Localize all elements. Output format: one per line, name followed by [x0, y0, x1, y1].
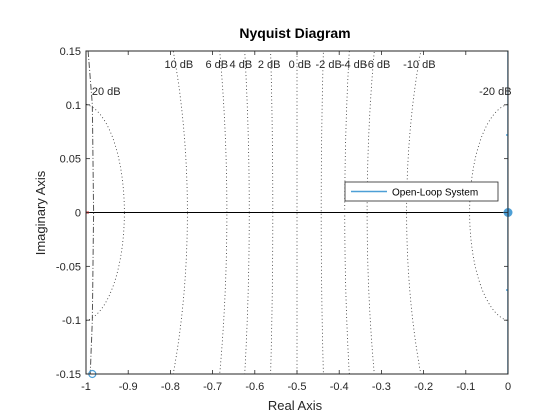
x-tick-label: -0.7 [203, 381, 222, 393]
x-tick-label: 0 [505, 381, 511, 393]
m-circle-label--10db: -10 dB [403, 59, 435, 71]
m-circle-label-0db: 0 dB [289, 59, 312, 71]
x-tick-label: -0.8 [161, 381, 180, 393]
legend-label: Open-Loop System [392, 188, 478, 199]
x-tick-label: -0.6 [245, 381, 264, 393]
legend-box [344, 181, 499, 202]
x-tick-label: -0.9 [119, 381, 138, 393]
legend: Open-Loop System [344, 181, 499, 202]
y-tick-label: -0.05 [56, 261, 81, 273]
x-tick-label: -0.4 [330, 381, 349, 393]
m-circle-label-20db: 20 dB [92, 86, 121, 98]
m-circle-label-6db: 6 dB [205, 59, 228, 71]
x-tick-label: -0.5 [288, 381, 307, 393]
y-axis-label: Imaginary Axis [33, 170, 48, 255]
m-circle-label--2db: -2 dB [316, 59, 342, 71]
m-circle-label-2db: 2 dB [258, 59, 281, 71]
y-tick-label: -0.1 [62, 315, 81, 327]
axes-layer: 20 dB 10 dB 6 dB 4 dB 2 dB 0 dB -2 dB -4 dB-6 d… [56, 46, 513, 393]
x-tick-label: -0.1 [456, 381, 475, 393]
y-tick-label: 0.05 [60, 154, 81, 166]
m-circle-label--20db: -20 dB [479, 86, 511, 98]
x-tick-label: -0.2 [414, 381, 433, 393]
dash-dot-curve [87, 51, 95, 374]
y-tick-label: 0 [75, 208, 81, 220]
m-circle-label--6db: -6 dB [364, 59, 390, 71]
m-circle-label--4db: -4 dB [341, 59, 367, 71]
y-tick-label: -0.15 [56, 369, 81, 381]
y-tick-label: 0.1 [66, 100, 81, 112]
y-tick-label: 0.15 [60, 46, 81, 58]
m-circle-label-4db: 4 dB [230, 59, 253, 71]
x-tick-label: -1 [81, 381, 91, 393]
x-axis-label: Real Axis [268, 398, 323, 413]
chart-title: Nyquist Diagram [239, 25, 350, 41]
m-circle-label-10db: 10 dB [164, 59, 193, 71]
x-tick-label: -0.3 [372, 381, 391, 393]
